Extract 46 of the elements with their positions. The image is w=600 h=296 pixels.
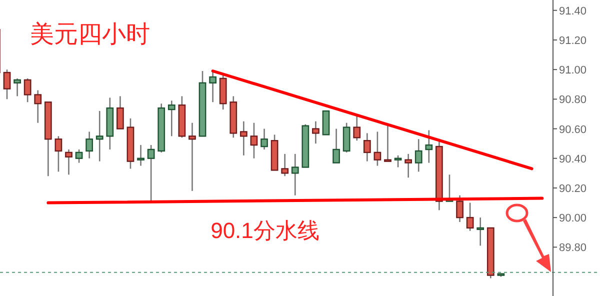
candlestick [14,78,21,97]
candlestick [96,110,104,162]
candlestick [65,148,72,176]
y-tick-label: 90.00 [559,212,587,225]
candlestick [116,96,124,130]
candlestick [363,132,371,162]
candlestick [312,120,320,144]
y-tick-label: 89.80 [559,242,587,254]
y-tick-label: 91.00 [559,64,587,77]
candlestick [425,130,433,164]
y-tick-label: 90.60 [559,124,587,136]
candlestick [281,153,289,177]
candlestick [86,131,94,160]
text: 美元四小时 [30,21,150,48]
y-tick-label: 90.80 [559,94,587,106]
y-tick-label: 90.40 [559,153,587,166]
y-tick-label: 91.40 [559,5,587,18]
candlestick [250,122,258,160]
candlestick [34,90,42,124]
candlestick [137,144,144,166]
candlestick [188,122,196,192]
candlestick [75,148,83,164]
candlestick [342,122,350,154]
candlestick [374,131,382,166]
candlestick [54,136,62,172]
candlestick [209,70,216,103]
y-tick-label: 90.20 [559,182,587,195]
annotation: 90.1分水线 [210,218,320,243]
y-tick-label: 91.20 [559,34,587,47]
candlestick [322,110,330,136]
candlestick [384,125,392,162]
candlestick [404,153,412,178]
candlestick [147,144,155,204]
candlestick [466,202,474,232]
candlestick [3,68,11,100]
candlestick [24,78,32,103]
candlestick [291,153,299,196]
candlestick [240,120,248,156]
candlestick [168,100,176,137]
candlestick [414,138,422,172]
candlestick [260,128,268,150]
candlestick [476,216,484,246]
candlestick [456,194,464,223]
candlestick [394,154,402,168]
candlestick [332,128,340,164]
candlestick [353,114,361,142]
